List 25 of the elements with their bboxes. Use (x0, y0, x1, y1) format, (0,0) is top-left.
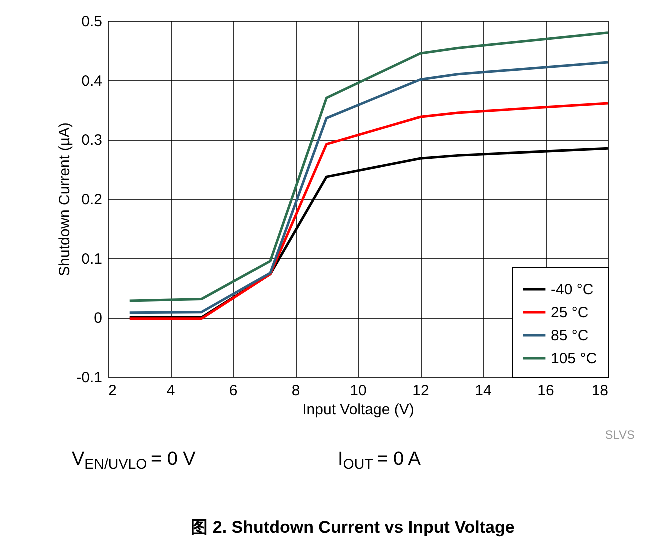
legend-label: 85 °C (551, 328, 589, 344)
y-tick-label: 0.2 (82, 192, 102, 208)
x-tick-label: 4 (166, 382, 176, 400)
x-tick-label: 6 (229, 382, 238, 400)
y-tick-label: 0.1 (82, 250, 102, 268)
legend-label: 105 °C (551, 350, 598, 368)
legend-label: 25 °C (551, 304, 589, 322)
x-tick-label: 18 (592, 382, 608, 400)
y-axis-title: Shutdown Current (µA) (56, 122, 74, 276)
x-tick-label: 10 (350, 382, 367, 400)
y-tick-label: 0 (94, 310, 102, 328)
x-tick-label: 16 (538, 382, 554, 400)
x-tick-label: 12 (412, 382, 430, 400)
legend-label: -40 °C (551, 282, 594, 298)
x-tick-label: 14 (475, 382, 492, 400)
y-tick-label: 0.3 (82, 132, 102, 150)
text: 图 2. Shutdown Current vs Input Voltage (191, 518, 515, 537)
y-tick-label: 0.5 (82, 14, 102, 30)
x-tick-label: 2 (108, 382, 117, 400)
line-series (128, 102, 610, 320)
y-tick-label: -0.1 (76, 370, 102, 386)
x-tick-label: 8 (292, 382, 300, 400)
y-tick-label: 0.4 (82, 72, 102, 90)
text: SLVS (605, 428, 635, 442)
x-axis-title: Input Voltage (V) (302, 402, 414, 418)
